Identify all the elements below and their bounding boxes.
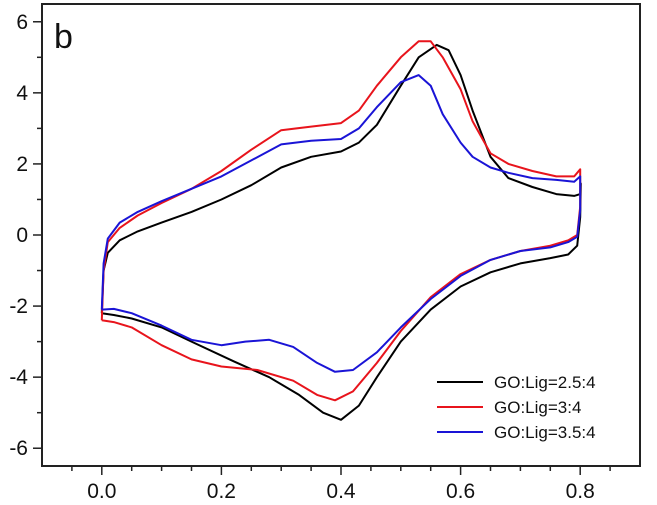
- series-line-2: [100, 40, 582, 402]
- x-tick-label: 0.4: [326, 480, 356, 503]
- x-tick-label: 0.8: [566, 480, 595, 503]
- x-tick-label: 0.0: [87, 480, 116, 503]
- y-tick-label: 0: [16, 224, 28, 247]
- x-axis-ticks: 0.0 0.2 0.4 0.6 0.8: [71, 466, 611, 503]
- x-tick-label: 0.6: [446, 480, 475, 503]
- legend-label: GO:Lig=3.5:4: [494, 423, 596, 442]
- panel-label: b: [54, 18, 73, 56]
- legend-label: GO:Lig=3:4: [494, 398, 581, 417]
- y-tick-label: -2: [9, 295, 28, 318]
- y-tick-label: 2: [16, 153, 28, 176]
- series-line-3: [100, 74, 582, 373]
- y-axis-ticks: -6 -4 -2 0 2 4 6: [9, 11, 42, 460]
- legend: GO:Lig=2.5:4 GO:Lig=3:4 GO:Lig=3.5:4: [437, 373, 596, 442]
- cv-curves: [100, 40, 582, 421]
- y-tick-label: 6: [16, 11, 28, 34]
- series-line-1: [100, 43, 582, 421]
- y-tick-label: 4: [16, 82, 28, 105]
- legend-label: GO:Lig=2.5:4: [494, 373, 596, 392]
- x-tick-label: 0.2: [207, 480, 236, 503]
- y-tick-label: -6: [9, 437, 28, 460]
- y-tick-label: -4: [9, 366, 28, 389]
